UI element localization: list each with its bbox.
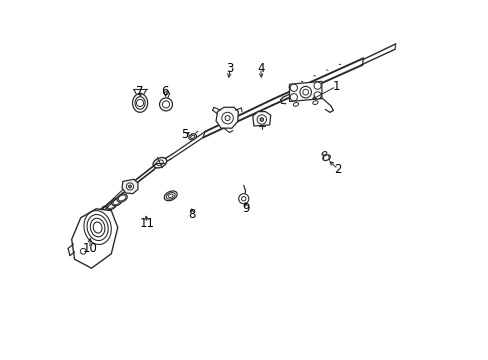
Circle shape	[260, 118, 263, 121]
Ellipse shape	[312, 101, 317, 104]
Ellipse shape	[95, 209, 105, 217]
Text: 6: 6	[161, 85, 169, 98]
Text: 7: 7	[136, 85, 143, 98]
Circle shape	[222, 112, 233, 124]
Ellipse shape	[106, 202, 116, 210]
Polygon shape	[216, 107, 238, 128]
Circle shape	[289, 84, 297, 91]
Ellipse shape	[322, 152, 326, 155]
Text: 11: 11	[140, 217, 155, 230]
Text: 3: 3	[226, 62, 233, 75]
Circle shape	[126, 183, 133, 190]
Circle shape	[128, 185, 131, 188]
Ellipse shape	[188, 134, 196, 140]
Circle shape	[159, 98, 172, 111]
Circle shape	[289, 94, 297, 101]
Text: 5: 5	[181, 129, 188, 141]
Text: 4: 4	[256, 62, 264, 75]
Circle shape	[257, 115, 266, 124]
Polygon shape	[289, 81, 321, 102]
Polygon shape	[122, 179, 138, 194]
Ellipse shape	[132, 94, 147, 112]
Ellipse shape	[164, 191, 177, 201]
Ellipse shape	[153, 157, 166, 168]
Text: 9: 9	[242, 202, 249, 215]
Polygon shape	[72, 209, 118, 268]
Circle shape	[80, 248, 86, 254]
Ellipse shape	[111, 198, 122, 206]
Text: 1: 1	[332, 80, 339, 93]
Ellipse shape	[101, 205, 111, 213]
Ellipse shape	[293, 103, 298, 106]
Text: 8: 8	[188, 208, 196, 221]
Text: 10: 10	[82, 242, 97, 255]
Circle shape	[238, 194, 248, 204]
Ellipse shape	[322, 155, 330, 161]
Ellipse shape	[117, 194, 127, 202]
Circle shape	[313, 92, 321, 99]
Polygon shape	[252, 112, 270, 126]
Circle shape	[313, 82, 321, 89]
Ellipse shape	[166, 193, 175, 199]
Text: 2: 2	[334, 163, 341, 176]
Circle shape	[299, 86, 311, 98]
